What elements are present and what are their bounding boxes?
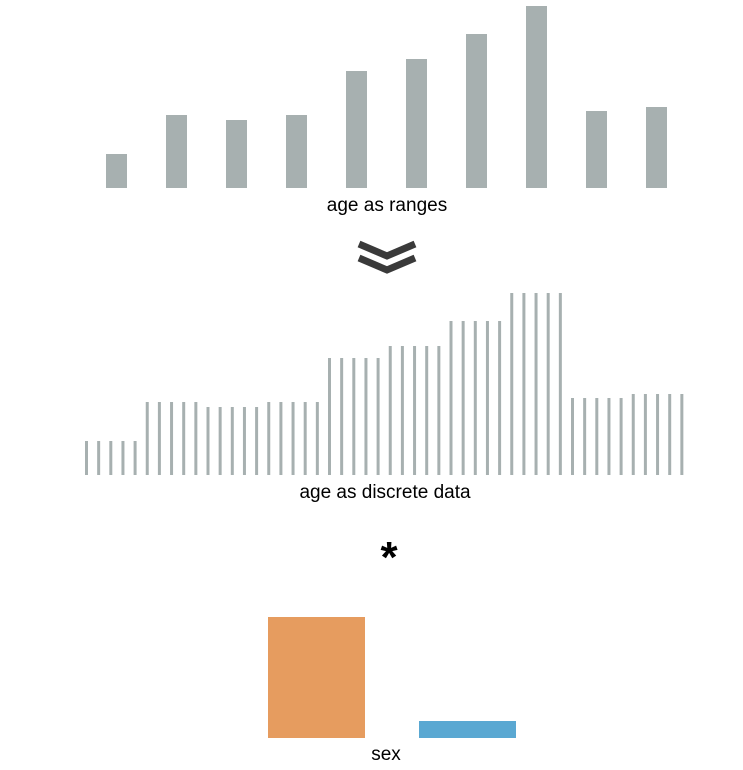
double-chevron-down-icon xyxy=(357,240,417,274)
age-range-bar xyxy=(166,115,187,188)
age-discrete-bar xyxy=(558,293,562,475)
age-discrete-bar xyxy=(668,394,672,475)
age-discrete-bar xyxy=(364,358,368,475)
age-discrete-bar xyxy=(133,441,137,475)
age-discrete-bar xyxy=(546,293,550,475)
age-range-bar xyxy=(226,120,247,188)
age-discrete-bar xyxy=(388,346,392,475)
age-range-bar xyxy=(346,71,367,188)
age-discrete-bar xyxy=(97,441,101,475)
asterisk-operator: * xyxy=(380,533,398,582)
age-range-bar xyxy=(466,34,487,188)
age-discrete-bar xyxy=(510,293,514,475)
age-discrete-bar xyxy=(607,398,611,475)
age-discrete-bar xyxy=(656,394,660,475)
age-range-bar xyxy=(646,107,667,188)
age-range-bar xyxy=(586,111,607,188)
age-ranges-label: age as ranges xyxy=(327,195,447,216)
age-discrete-bar xyxy=(643,394,647,475)
age-discrete-bar xyxy=(595,398,599,475)
age-range-bar xyxy=(106,154,127,188)
age-discrete-bar xyxy=(413,346,417,475)
age-discrete-bar xyxy=(157,402,161,475)
age-discrete-bar xyxy=(340,358,344,475)
age-discrete-bar xyxy=(85,441,88,475)
age-discrete-bar xyxy=(485,321,489,475)
age-discrete-bar xyxy=(449,321,453,475)
age-discrete-bar xyxy=(170,402,174,475)
age-range-bar xyxy=(286,115,307,188)
age-discrete-bar xyxy=(194,402,198,475)
age-discrete-bar xyxy=(315,402,319,475)
age-discrete-bar xyxy=(680,394,684,475)
age-discrete-bar xyxy=(267,402,271,475)
age-discrete-bar xyxy=(534,293,538,475)
age-discrete-bar xyxy=(303,402,307,475)
age-discrete-bar xyxy=(473,321,477,475)
age-discrete-bar xyxy=(218,407,222,475)
age-discrete-bar xyxy=(522,293,526,475)
age-discrete-bar xyxy=(583,398,587,475)
age-discrete-bar xyxy=(352,358,356,475)
age-discrete-bar xyxy=(242,407,246,475)
age-discrete-bar xyxy=(498,321,502,475)
age-discrete-bar xyxy=(376,358,380,475)
age-discrete-bar xyxy=(145,402,149,475)
age-discrete-bar xyxy=(206,407,210,475)
age-discrete-bar xyxy=(400,346,404,475)
age-discrete-label: age as discrete data xyxy=(299,482,471,503)
sex-bar-male xyxy=(419,721,516,738)
age-discrete-bar xyxy=(109,441,113,475)
age-discrete-bar xyxy=(255,407,259,475)
age-range-bar xyxy=(526,6,547,188)
age-discrete-bar xyxy=(291,402,295,475)
sex-chart xyxy=(268,617,516,738)
age-discrete-bar xyxy=(328,358,331,475)
age-discrete-bar xyxy=(571,398,574,475)
age-discrete-bar xyxy=(279,402,283,475)
sex-bar-female xyxy=(268,617,365,738)
age-ranges-chart xyxy=(106,6,667,188)
age-range-bar xyxy=(406,59,427,188)
sex-label: sex xyxy=(371,744,401,765)
age-discrete-bar xyxy=(182,402,186,475)
age-discrete-bar xyxy=(437,346,441,475)
age-discrete-bar xyxy=(461,321,465,475)
age-discrete-bar xyxy=(619,398,623,475)
age-discrete-chart xyxy=(85,293,684,475)
age-discrete-bar xyxy=(631,394,635,475)
age-discrete-bar xyxy=(425,346,429,475)
age-discrete-bar xyxy=(121,441,125,475)
age-discrete-bar xyxy=(230,407,234,475)
